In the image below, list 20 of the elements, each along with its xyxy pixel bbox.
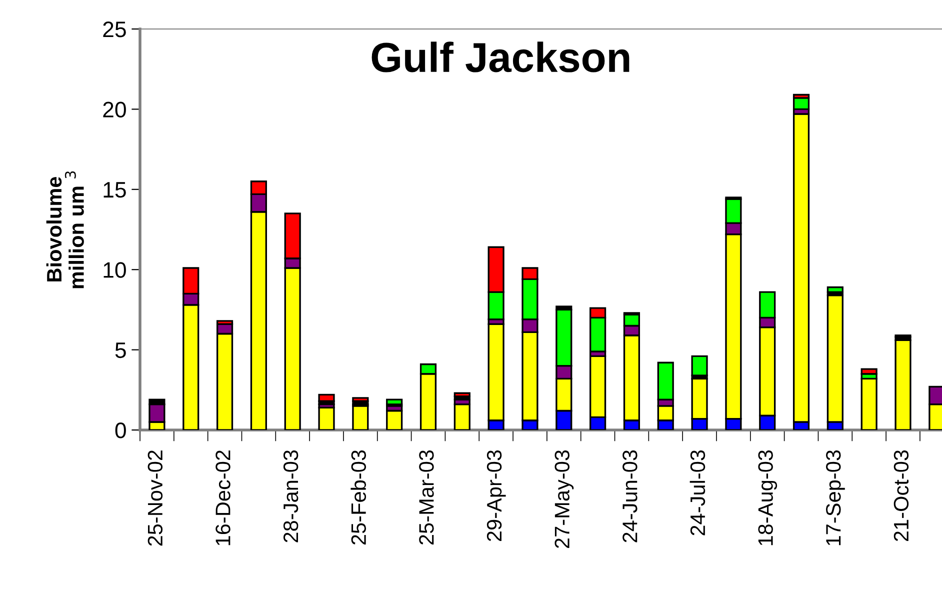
- y-tick-label: 20: [103, 102, 126, 118]
- y-tick-label: 0: [115, 422, 126, 438]
- chart-title: Gulf Jackson: [372, 42, 630, 72]
- x-tick-label: 18-Aug-03: [758, 450, 778, 546]
- x-tick-label: 24-Jul-03: [690, 450, 706, 536]
- x-tick-label: 25-Nov-02: [148, 450, 163, 546]
- x-tick-label: 24-Jun-03: [622, 450, 638, 542]
- x-tick-label: 17-Sep-03: [826, 450, 845, 546]
- y-tick-label: 10: [104, 262, 126, 278]
- x-tick-label: 16-Dec-02: [216, 450, 230, 546]
- x-tick-label: 25-Feb-03: [350, 450, 366, 545]
- x-tick-label: 25-Mar-03: [419, 450, 434, 544]
- y-tick-label: 5: [115, 342, 126, 358]
- x-tick-label: 29-Apr-03: [486, 450, 506, 542]
- y-tick-label: 15: [104, 182, 126, 198]
- x-tick-label: 21-Oct-03: [894, 450, 909, 542]
- x-tick-label: 28-Jan-03: [283, 450, 298, 542]
- x-tick-label: 27-May-03: [554, 450, 574, 548]
- y-axis-title: Biovolume million um $^{3}$: [46, 171, 84, 288]
- y-tick-label: 25: [103, 22, 126, 38]
